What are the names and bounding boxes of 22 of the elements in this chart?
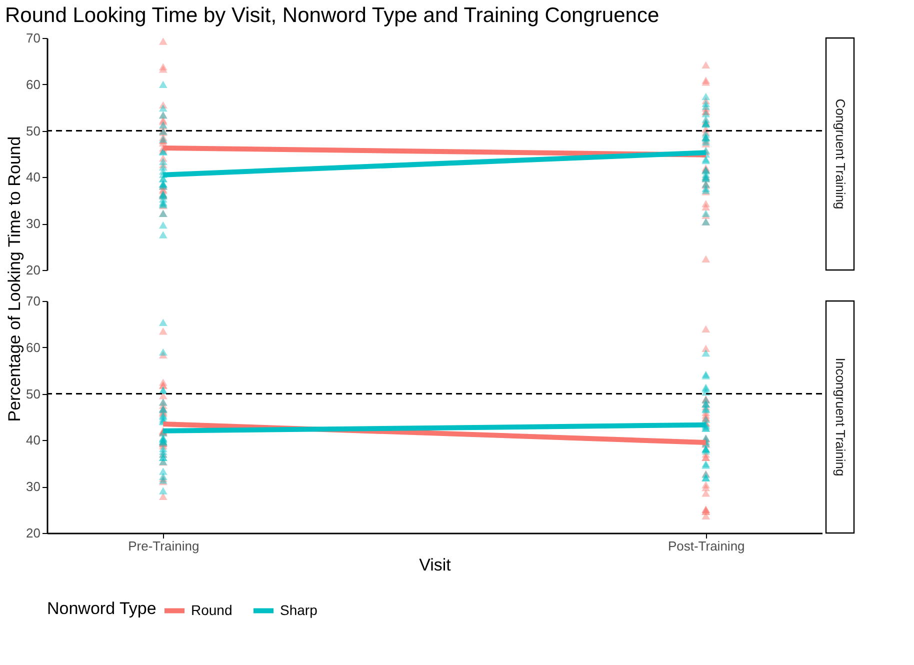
- y-tick-label: 30: [26, 479, 40, 494]
- legend-title: Nonword Type: [47, 599, 156, 618]
- y-tick-label: 50: [26, 123, 40, 138]
- x-tick-label: Pre-Training: [128, 538, 200, 554]
- y-tick-label: 20: [26, 526, 40, 540]
- legend-label: Round: [191, 602, 232, 618]
- text: Incongruent Training: [833, 358, 848, 476]
- y-tick-label: 30: [26, 216, 40, 232]
- y-tick-label: 60: [26, 76, 40, 92]
- y-tick-label: 40: [26, 432, 40, 448]
- y-tick-label: 70: [26, 294, 40, 308]
- y-tick-label: 60: [26, 340, 40, 355]
- y-tick-label: 20: [26, 262, 40, 278]
- y-tick-label: 50: [26, 386, 40, 402]
- x-axis-title: Visit: [419, 556, 452, 574]
- legend-label: Sharp: [280, 602, 318, 618]
- y-axis-title: Percentage of Looking Time to Round: [5, 136, 24, 422]
- x-tick-label: Post-Training: [668, 538, 745, 554]
- y-tick-label: 40: [26, 170, 40, 185]
- text: Congruent Training: [833, 98, 848, 210]
- y-tick-label: 70: [26, 30, 40, 46]
- chart-title: Round Looking Time by Visit, Nonword Type and Training Congruence: [5, 4, 660, 27]
